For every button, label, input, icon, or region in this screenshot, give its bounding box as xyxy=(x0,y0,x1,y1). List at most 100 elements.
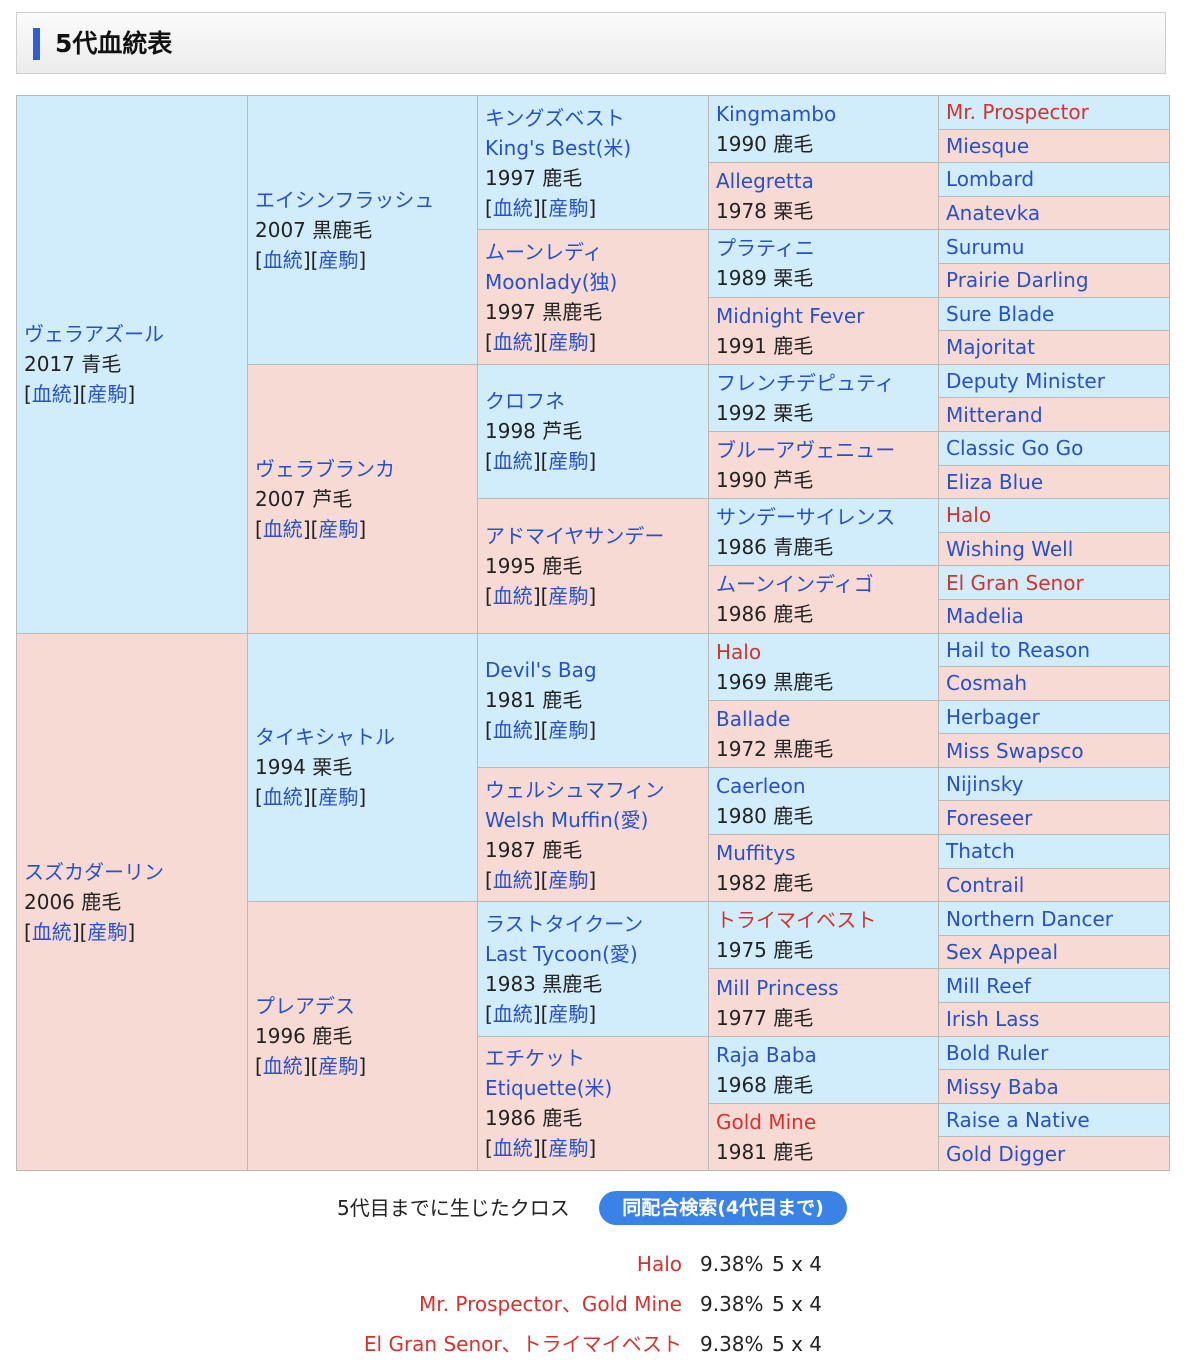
horse-name[interactable]: Northern Dancer xyxy=(946,906,1114,931)
pedigree-link[interactable]: 血統 xyxy=(492,583,533,608)
horse-name[interactable]: Miss Swapsco xyxy=(946,738,1084,763)
horse-name[interactable]: Missy Baba xyxy=(946,1074,1059,1099)
horse-name[interactable]: Bold Ruler xyxy=(946,1040,1049,1065)
horse-name[interactable]: ウェルシュマフィン xyxy=(485,777,665,802)
horse-name[interactable]: Majoritat xyxy=(946,335,1036,360)
horse-name[interactable]: Lombard xyxy=(946,167,1035,192)
horse-name[interactable]: Mill Reef xyxy=(946,973,1031,998)
horse-name[interactable]: プレアデス xyxy=(255,994,355,1019)
horse-name[interactable]: タイキシャトル xyxy=(255,725,395,750)
cross-horse-names[interactable]: El Gran Senor、トライマイベスト xyxy=(363,1332,682,1356)
progeny-link[interactable]: 産駒 xyxy=(87,382,128,407)
horse-name[interactable]: Sex Appeal xyxy=(946,940,1059,965)
horse-name[interactable]: ヴェラブランカ xyxy=(255,456,395,481)
progeny-link[interactable]: 産駒 xyxy=(318,1054,359,1079)
pedigree-link[interactable]: 血統 xyxy=(492,1001,533,1026)
horse-name[interactable]: ブルーアヴェニュー xyxy=(716,438,896,463)
horse-name[interactable]: Gold Mine xyxy=(716,1109,817,1134)
progeny-link[interactable]: 産駒 xyxy=(548,330,589,355)
horse-name-en[interactable]: Welsh Muffin(愛) xyxy=(485,807,649,832)
progeny-link[interactable]: 産駒 xyxy=(318,516,359,541)
horse-name[interactable]: Herbager xyxy=(946,704,1040,729)
same-breeding-search-button[interactable]: 同配合検索(4代目まで) xyxy=(599,1191,847,1225)
horse-name[interactable]: ラストタイクーン xyxy=(485,911,644,936)
horse-name[interactable]: ヴェラアズール xyxy=(24,322,164,347)
progeny-link[interactable]: 産駒 xyxy=(548,195,589,220)
progeny-link[interactable]: 産駒 xyxy=(548,867,589,892)
horse-name[interactable]: Cosmah xyxy=(946,671,1028,696)
horse-name[interactable]: クロフネ xyxy=(485,389,565,414)
pedigree-link[interactable]: 血統 xyxy=(262,1054,303,1079)
pedigree-cell-g3: Devil's Bag 1981 鹿毛 [血統][産駒] xyxy=(477,632,709,768)
horse-name[interactable]: サンデーサイレンス xyxy=(716,505,896,530)
horse-name[interactable]: スズカダーリン xyxy=(24,859,164,884)
horse-name[interactable]: Classic Go Go xyxy=(946,436,1084,461)
horse-name[interactable]: Contrail xyxy=(946,872,1025,897)
horse-name[interactable]: Prairie Darling xyxy=(946,268,1089,293)
horse-name[interactable]: El Gran Senor xyxy=(946,570,1084,595)
horse-name[interactable]: Sure Blade xyxy=(946,301,1055,326)
horse-name[interactable]: ムーンレディ xyxy=(485,240,603,265)
progeny-link[interactable]: 産駒 xyxy=(548,583,589,608)
pedigree-link[interactable]: 血統 xyxy=(492,1136,533,1161)
horse-name[interactable]: Midnight Fever xyxy=(716,303,865,328)
progeny-link[interactable]: 産駒 xyxy=(548,1136,589,1161)
horse-name[interactable]: Mr. Prospector xyxy=(946,100,1089,125)
horse-name[interactable]: Devil's Bag xyxy=(485,658,597,683)
horse-name-en[interactable]: King's Best(米) xyxy=(485,135,632,160)
horse-name[interactable]: Wishing Well xyxy=(946,537,1074,562)
horse-name[interactable]: Mill Princess xyxy=(716,975,839,1000)
progeny-link[interactable]: 産駒 xyxy=(87,919,128,944)
horse-name[interactable]: Caerleon xyxy=(716,773,806,798)
pedigree-link[interactable]: 血統 xyxy=(492,449,533,474)
horse-name[interactable]: キングズベスト xyxy=(485,105,625,130)
pedigree-link[interactable]: 血統 xyxy=(262,516,303,541)
pedigree-link[interactable]: 血統 xyxy=(492,718,533,743)
horse-name[interactable]: Allegretta xyxy=(716,169,814,194)
horse-name[interactable]: Raja Baba xyxy=(716,1042,817,1067)
horse-name-en[interactable]: Moonlady(独) xyxy=(485,270,618,295)
progeny-link[interactable]: 産駒 xyxy=(318,785,359,810)
horse-name[interactable]: Kingmambo xyxy=(716,102,837,127)
horse-name[interactable]: エチケット xyxy=(485,1046,585,1071)
horse-name[interactable]: フレンチデピュティ xyxy=(716,370,895,395)
horse-name[interactable]: Surumu xyxy=(946,234,1025,259)
horse-name[interactable]: Mitterand xyxy=(946,402,1043,427)
pedigree-link[interactable]: 血統 xyxy=(492,867,533,892)
horse-name[interactable]: Hail to Reason xyxy=(946,637,1091,662)
horse-name[interactable]: Gold Digger xyxy=(946,1141,1066,1166)
horse-name[interactable]: Eliza Blue xyxy=(946,469,1044,494)
horse-name[interactable]: プラティニ xyxy=(716,236,815,261)
horse-name[interactable]: Deputy Minister xyxy=(946,369,1105,394)
horse-name[interactable]: Halo xyxy=(716,639,762,664)
pedigree-link[interactable]: 血統 xyxy=(31,919,72,944)
horse-name[interactable]: Halo xyxy=(946,503,992,528)
progeny-link[interactable]: 産駒 xyxy=(548,449,589,474)
cross-horse-names[interactable]: Mr. Prospector、Gold Mine xyxy=(419,1292,682,1316)
horse-name[interactable]: Anatevka xyxy=(946,201,1041,226)
horse-name[interactable]: Nijinsky xyxy=(946,772,1024,797)
pedigree-link[interactable]: 血統 xyxy=(262,247,303,272)
horse-name[interactable]: アドマイヤサンデー xyxy=(485,523,665,548)
pedigree-link[interactable]: 血統 xyxy=(492,195,533,220)
horse-name[interactable]: Ballade xyxy=(716,706,791,731)
horse-name[interactable]: Irish Lass xyxy=(946,1007,1040,1032)
horse-name[interactable]: Foreseer xyxy=(946,805,1033,830)
horse-name[interactable]: Muffitys xyxy=(716,841,796,866)
horse-name[interactable]: トライマイベスト xyxy=(716,908,877,933)
pedigree-link[interactable]: 血統 xyxy=(262,785,303,810)
progeny-link[interactable]: 産駒 xyxy=(548,718,589,743)
horse-name[interactable]: Madelia xyxy=(946,604,1024,629)
horse-name[interactable]: エイシンフラッシュ xyxy=(255,187,435,212)
horse-name-en[interactable]: Last Tycoon(愛) xyxy=(485,941,638,966)
pedigree-link[interactable]: 血統 xyxy=(492,330,533,355)
horse-name[interactable]: Thatch xyxy=(946,839,1015,864)
progeny-link[interactable]: 産駒 xyxy=(318,247,359,272)
pedigree-link[interactable]: 血統 xyxy=(31,382,72,407)
horse-name[interactable]: Miesque xyxy=(946,133,1030,158)
horse-name[interactable]: Raise a Native xyxy=(946,1108,1090,1133)
horse-name[interactable]: ムーンインディゴ xyxy=(716,572,874,597)
horse-name-en[interactable]: Etiquette(米) xyxy=(485,1076,613,1101)
progeny-link[interactable]: 産駒 xyxy=(548,1001,589,1026)
cross-horse-names[interactable]: Halo xyxy=(636,1252,682,1276)
